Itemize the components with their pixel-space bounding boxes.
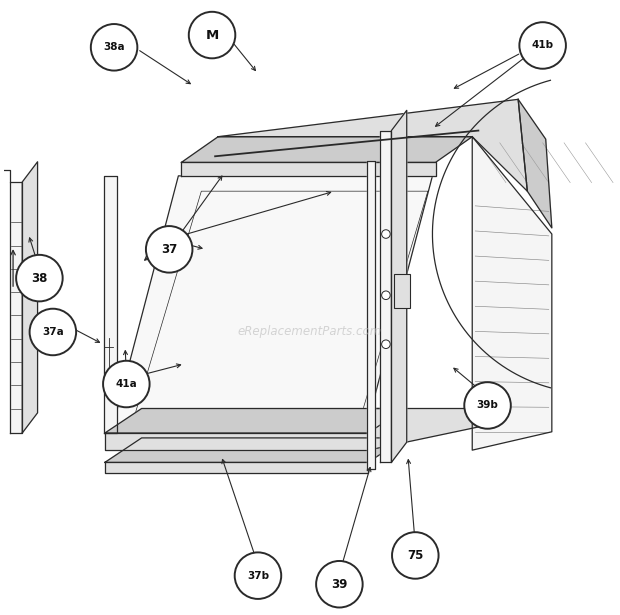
Text: 38a: 38a	[104, 42, 125, 52]
Polygon shape	[10, 182, 22, 433]
Text: 38: 38	[31, 272, 48, 285]
Text: 37: 37	[161, 243, 177, 256]
Text: 41a: 41a	[115, 379, 137, 389]
Circle shape	[235, 552, 281, 599]
Circle shape	[316, 561, 363, 608]
Circle shape	[392, 532, 438, 579]
Circle shape	[188, 12, 236, 58]
Circle shape	[382, 291, 390, 300]
Polygon shape	[218, 100, 528, 191]
Text: 41b: 41b	[531, 41, 554, 50]
Bar	[394, 274, 410, 308]
Polygon shape	[111, 176, 432, 433]
Polygon shape	[104, 176, 117, 433]
Circle shape	[91, 24, 138, 71]
Text: 37a: 37a	[42, 327, 64, 337]
Polygon shape	[105, 408, 405, 433]
Text: 39: 39	[331, 577, 348, 591]
Circle shape	[103, 361, 149, 407]
Polygon shape	[105, 438, 405, 462]
Circle shape	[146, 226, 192, 272]
Polygon shape	[518, 100, 552, 228]
Polygon shape	[472, 137, 552, 450]
Circle shape	[520, 22, 566, 69]
Polygon shape	[105, 462, 368, 473]
Circle shape	[16, 255, 63, 301]
Polygon shape	[182, 162, 435, 176]
Text: 75: 75	[407, 549, 423, 562]
Polygon shape	[182, 137, 472, 162]
Polygon shape	[367, 161, 375, 469]
Circle shape	[30, 309, 76, 355]
Text: M: M	[205, 28, 219, 42]
Circle shape	[382, 230, 390, 239]
Circle shape	[382, 340, 390, 349]
Polygon shape	[381, 130, 391, 462]
Text: 39b: 39b	[477, 400, 498, 410]
Circle shape	[464, 382, 511, 429]
Text: eReplacementParts.com: eReplacementParts.com	[238, 325, 382, 338]
Polygon shape	[391, 110, 407, 462]
Polygon shape	[105, 433, 368, 450]
Polygon shape	[368, 408, 484, 450]
Text: 37b: 37b	[247, 571, 269, 581]
Polygon shape	[22, 162, 38, 433]
